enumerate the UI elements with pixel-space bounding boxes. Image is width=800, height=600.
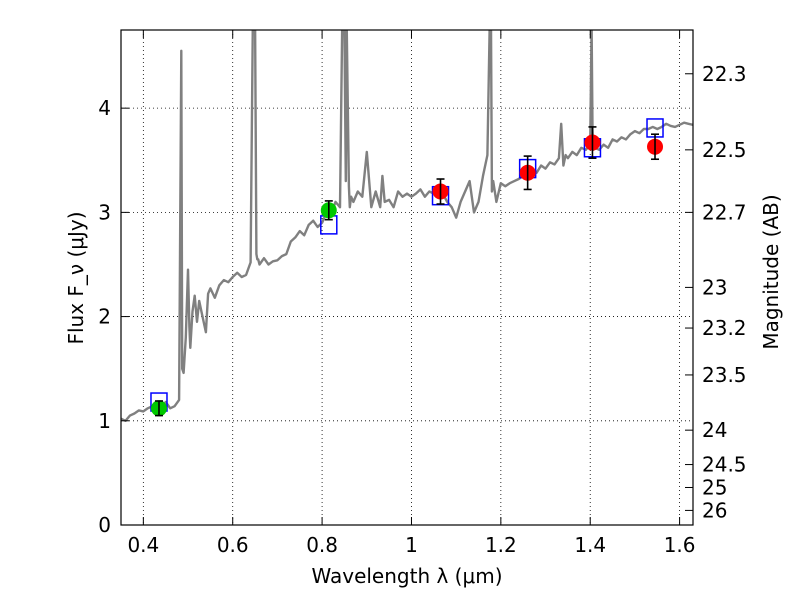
x-tick-label: 1.6 (664, 533, 696, 557)
y2-tick-label: 22.7 (702, 200, 747, 224)
x-tick-label: 1.2 (485, 533, 517, 557)
y2-axis-label: Magnitude (AB) (759, 194, 783, 349)
y-tick-label: 1 (98, 409, 111, 433)
y2-tick-label: 25 (702, 475, 727, 499)
x-tick-label: 0.8 (306, 533, 338, 557)
y2-tick-label: 26 (702, 498, 727, 522)
y2-tick-label: 22.5 (702, 138, 747, 162)
plot-area (121, 30, 693, 422)
plot-frame (120, 29, 694, 526)
axis-ticks: 0.4 0.6 0.8 1 1.2 1.4 1.60123422.322.522.72323… (98, 30, 747, 557)
x-axis-label: Wavelength λ (μm) (311, 564, 502, 588)
y2-tick-label: 24 (702, 418, 727, 442)
y-tick-label: 4 (98, 96, 111, 120)
x-tick-label: 0.4 (127, 533, 159, 557)
y-tick-label: 3 (98, 200, 111, 224)
y2-tick-label: 24.5 (702, 453, 747, 477)
x-tick-label: 1 (405, 533, 418, 557)
y-tick-label: 2 (98, 305, 111, 329)
y2-tick-label: 23 (702, 275, 727, 299)
grid-lines (121, 30, 693, 526)
x-tick-label: 0.6 (217, 533, 249, 557)
y2-tick-label: 23.5 (702, 363, 747, 387)
x-tick-label: 1.4 (574, 533, 606, 557)
y-axis-label: Flux F_ν (μJy) (64, 211, 88, 344)
y-tick-label: 0 (98, 513, 111, 537)
y2-tick-label: 23.2 (702, 316, 747, 340)
y2-tick-label: 22.3 (702, 62, 747, 86)
model-spectrum-line (121, 30, 693, 422)
